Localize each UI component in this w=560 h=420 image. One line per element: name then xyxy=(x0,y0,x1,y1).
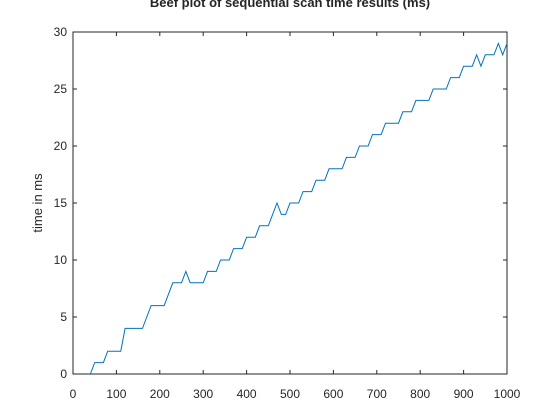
series-line xyxy=(89,41,508,375)
y-axis-ticks: 0 5 10 15 20 25 30 xyxy=(54,25,507,381)
chart-title: Beef plot of sequential scan time result… xyxy=(150,0,430,10)
y-tick-label: 30 xyxy=(54,25,68,39)
y-axis-label: time in ms xyxy=(30,173,45,233)
x-tick-label: 0 xyxy=(70,387,77,401)
x-tick-label: 300 xyxy=(193,387,213,401)
y-tick-label: 10 xyxy=(54,253,68,267)
y-tick-label: 20 xyxy=(54,139,68,153)
x-tick-label: 700 xyxy=(367,387,387,401)
x-tick-label: 600 xyxy=(323,387,343,401)
x-axis-ticks: 0 100 200 300 400 500 600 700 800 900 1000 xyxy=(70,32,521,401)
x-tick-label: 100 xyxy=(106,387,126,401)
y-tick-label: 15 xyxy=(54,196,68,210)
x-tick-label: 200 xyxy=(150,387,170,401)
y-tick-label: 25 xyxy=(54,82,68,96)
y-tick-label: 0 xyxy=(60,367,67,381)
series-layer xyxy=(89,41,508,375)
x-tick-label: 800 xyxy=(410,387,430,401)
x-tick-label: 400 xyxy=(237,387,257,401)
x-tick-label: 900 xyxy=(454,387,474,401)
x-tick-label: 500 xyxy=(280,387,300,401)
y-tick-label: 5 xyxy=(60,310,67,324)
x-tick-label: 1000 xyxy=(494,387,521,401)
